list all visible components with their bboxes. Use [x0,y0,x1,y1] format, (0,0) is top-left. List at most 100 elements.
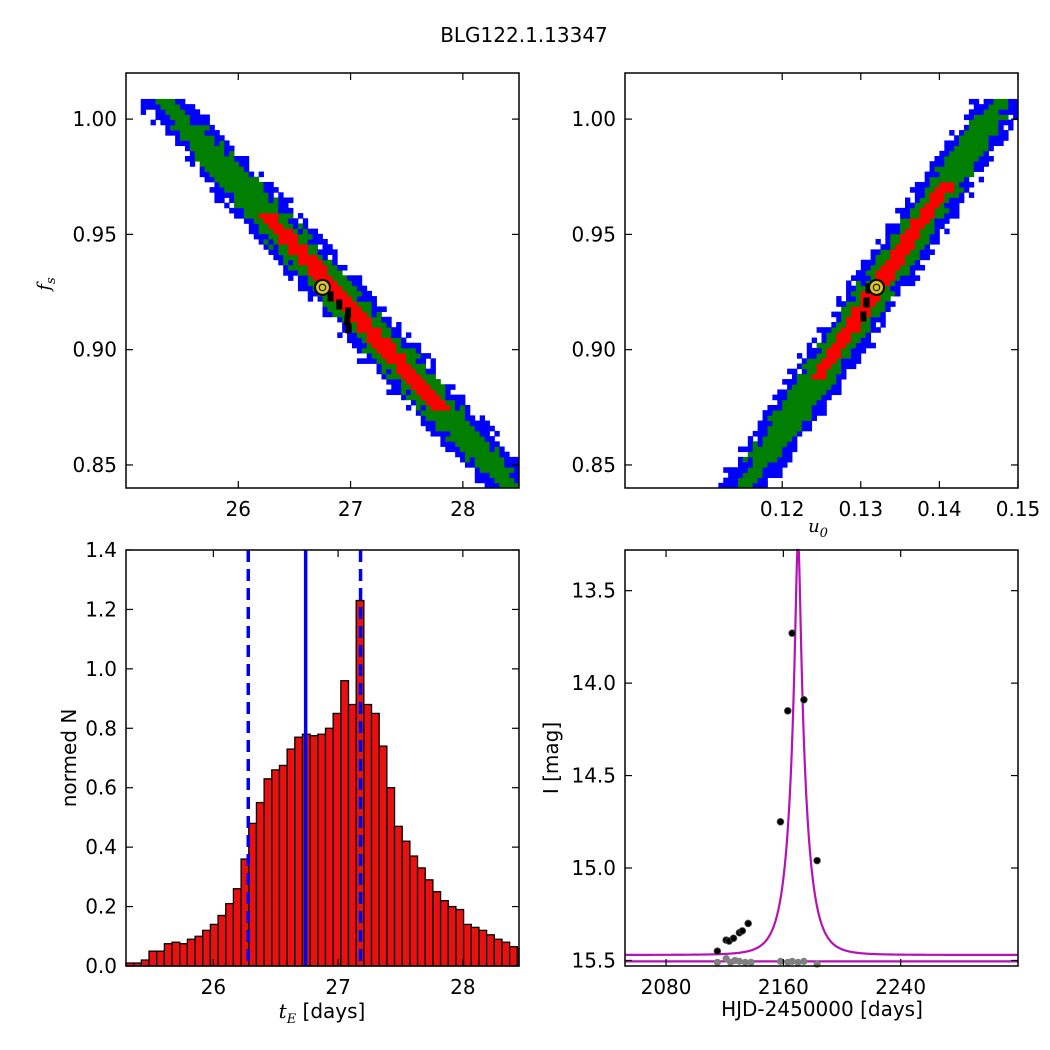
posterior-cell [895,244,901,250]
posterior-cell [499,456,505,463]
posterior-cell [460,430,466,437]
histogram-bar [263,778,273,967]
posterior-cell [396,347,402,354]
posterior-cell [939,181,945,188]
posterior-cell [905,223,911,230]
posterior-cell [968,98,975,105]
posterior-cell [258,202,264,209]
posterior-cell [219,187,225,193]
posterior-cell [415,384,422,390]
posterior-cell [347,332,353,338]
posterior-cell [268,202,274,209]
posterior-cell [919,264,926,271]
x-tick-label: 28 [450,975,475,999]
posterior-cell [469,462,476,468]
posterior-cell [762,415,768,421]
posterior-cell [934,239,940,245]
posterior-cell [469,451,476,458]
posterior-cell [880,290,886,297]
posterior-cell [273,202,279,209]
posterior-cell [914,259,921,266]
posterior-cell [406,342,412,349]
posterior-cell [371,316,377,323]
posterior-cell [895,280,901,287]
posterior-cell [792,389,798,396]
posterior-cell [806,384,813,390]
posterior-cell [415,368,422,375]
posterior-cell [494,456,500,463]
posterior-cell [479,462,486,468]
x-tick-label: 0.12 [760,497,805,521]
posterior-cell [258,197,264,204]
posterior-cell [816,379,822,385]
posterior-cell [895,228,901,235]
posterior-cell [890,301,896,307]
x-tick-label: 28 [450,497,475,521]
posterior-cell [469,430,476,437]
posterior-cell [801,368,808,375]
posterior-cell [371,353,377,359]
posterior-cell [229,197,235,204]
posterior-cell [415,379,422,385]
posterior-cell [816,384,822,390]
posterior-cell [787,451,793,458]
posterior-cell [900,249,906,255]
posterior-cell [831,368,837,375]
posterior-cell [826,327,832,333]
posterior-cell [194,150,201,157]
posterior-cell [484,441,490,447]
posterior-cell [312,239,318,245]
posterior-cell [865,275,872,281]
posterior-cell [199,156,205,162]
posterior-cell [895,223,901,230]
histogram-bar [309,735,319,967]
posterior-cell [973,124,980,131]
posterior-cell [361,342,368,349]
posterior-cell [905,202,911,209]
posterior-cell [890,280,896,287]
posterior-cell [792,405,798,411]
posterior-cell [924,218,930,224]
posterior-cell [954,187,960,193]
posterior-cell [954,150,960,157]
posterior-cell [900,223,906,230]
posterior-cell [484,436,490,442]
u0-fs-posterior-cells [718,98,1019,489]
posterior-cell [934,161,940,167]
posterior-cell [885,223,891,230]
posterior-cell [199,124,205,131]
posterior-cell [909,249,916,255]
posterior-cell [464,446,471,453]
posterior-cell [283,249,289,255]
posterior-cell [293,239,299,245]
posterior-cell [993,130,999,136]
histogram-bar [225,902,235,967]
posterior-cell [993,119,999,126]
posterior-cell [963,114,970,121]
posterior-cell [184,104,191,110]
posterior-cell [846,337,852,344]
posterior-cell [238,171,245,178]
posterior-cell [288,264,294,271]
posterior-cell [860,290,867,297]
posterior-cell [342,275,348,281]
posterior-cell [905,239,911,245]
posterior-cell [880,244,886,250]
posterior-cell [332,301,338,307]
posterior-cell [747,441,754,447]
y-tick-label: 0.85 [72,453,117,477]
posterior-cell [401,347,407,354]
posterior-cell [718,482,724,489]
posterior-cell [371,301,377,307]
posterior-cell [841,342,847,349]
posterior-cell [944,156,950,162]
posterior-cell [194,124,201,131]
posterior-cell [742,456,749,463]
posterior-cell [841,306,847,313]
posterior-cell [464,441,471,447]
posterior-cell [880,322,886,328]
posterior-cell [796,384,803,390]
posterior-cell [243,213,250,219]
posterior-cell [983,145,989,152]
posterior-cell [312,290,318,297]
